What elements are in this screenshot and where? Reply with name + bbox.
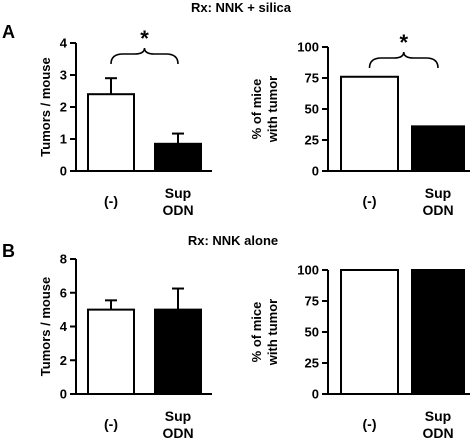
y-axis-label: Tumors / mouse [38,277,53,376]
y-tick-label: 1 [60,132,67,147]
y-tick-label: 8 [60,252,67,267]
bar [411,125,465,172]
bar [87,308,135,395]
bar [340,75,399,172]
chart-a-percent-mice-with-tumor: 0 25 50 75 100 (-) Sup ODN % of micewith tumor * [249,30,470,218]
panel-a-title: Rx: NNK + silica [191,0,292,15]
y-tick-label: 0 [312,164,319,179]
y-tick-label: 50 [305,325,319,340]
x-category-label: Sup ODN [422,408,453,441]
bar [154,308,202,395]
bar [340,269,399,395]
chart-b-tumors-per-mouse: 0 2 4 6 8 (-) Sup ODN Tumors / mouse [38,252,212,441]
panel-b-label: B [2,241,15,261]
significance-asterisk: * [140,26,149,51]
x-category-label: Sup ODN [162,408,193,441]
significance-brace [368,51,439,69]
significance-brace [110,47,179,65]
y-tick-label: 25 [305,356,319,371]
y-tick-label: 4 [60,36,68,51]
y-axis-label: % of micewith tumor [249,76,280,143]
y-tick-label: 100 [297,263,319,278]
y-tick-label: 100 [297,40,319,55]
x-category-label: (-) [104,193,118,209]
y-tick-label: 75 [305,294,319,309]
bar [411,269,465,395]
panel-b-title: Rx: NNK alone [188,233,278,248]
y-tick-label: 0 [312,387,319,402]
y-axis-label: Tumors / mouse [38,57,53,156]
bar [87,93,135,172]
panel-a-label: A [2,22,15,42]
y-tick-label: 3 [60,68,67,83]
x-category-label: (-) [363,193,377,209]
y-tick-label: 0 [60,164,67,179]
y-axis-label: % of micewith tumor [249,299,280,366]
y-tick-label: 50 [305,102,319,117]
bar [154,142,202,173]
x-category-label: Sup ODN [162,185,193,218]
chart-a-tumors-per-mouse: 0 1 2 3 4 (-) Sup ODN Tumors / mouse * [38,26,212,218]
x-category-label: (-) [363,416,377,432]
y-tick-label: 6 [60,285,67,300]
x-category-label: (-) [104,416,118,432]
chart-b-percent-mice-with-tumor: 0 25 50 75 100 (-) Sup ODN % of micewith tumor [249,263,470,441]
y-tick-label: 2 [60,353,67,368]
y-tick-label: 0 [60,387,67,402]
y-tick-label: 2 [60,100,67,115]
x-category-label: Sup ODN [422,185,453,218]
significance-asterisk: * [399,30,408,55]
y-tick-label: 4 [60,319,68,334]
y-tick-label: 25 [305,133,319,148]
y-tick-label: 75 [305,71,319,86]
